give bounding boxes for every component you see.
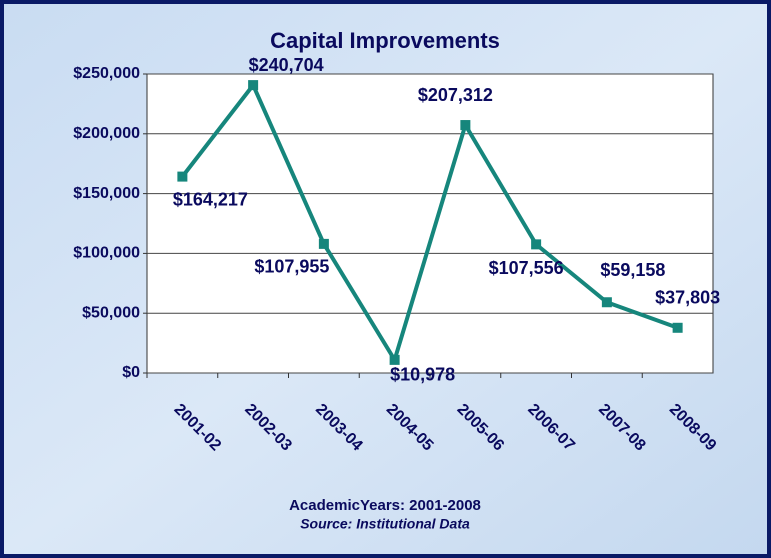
data-label: $59,158 — [600, 260, 665, 280]
data-label: $10,978 — [390, 365, 455, 385]
marker — [248, 80, 259, 91]
marker — [177, 171, 188, 182]
data-label: $107,955 — [254, 257, 329, 277]
y-tick-label: $0 — [122, 364, 140, 381]
y-tick-label: $100,000 — [73, 245, 140, 262]
y-tick-label: $250,000 — [73, 65, 140, 82]
data-label: $240,704 — [249, 55, 324, 75]
x-axis-label: AcademicYears: 2001-2008 — [289, 497, 481, 514]
line — [180, 81, 679, 365]
data-label: $164,217 — [173, 189, 248, 209]
data-label: $207,312 — [418, 85, 493, 105]
data-label: $107,556 — [489, 258, 564, 278]
marker — [672, 322, 683, 333]
chart-title: Capital Improvements — [270, 28, 500, 53]
source: Source: Institutional Data — [300, 516, 470, 532]
y-tick-label: $200,000 — [73, 125, 140, 142]
y-tick-label: $150,000 — [73, 185, 140, 202]
marker — [601, 297, 612, 308]
y-tick-label: $50,000 — [82, 304, 140, 321]
data-label: $37,803 — [655, 288, 720, 308]
marker — [318, 238, 329, 249]
marker — [389, 354, 400, 365]
plot-area — [146, 73, 714, 374]
marker — [460, 120, 471, 131]
marker — [531, 239, 542, 250]
